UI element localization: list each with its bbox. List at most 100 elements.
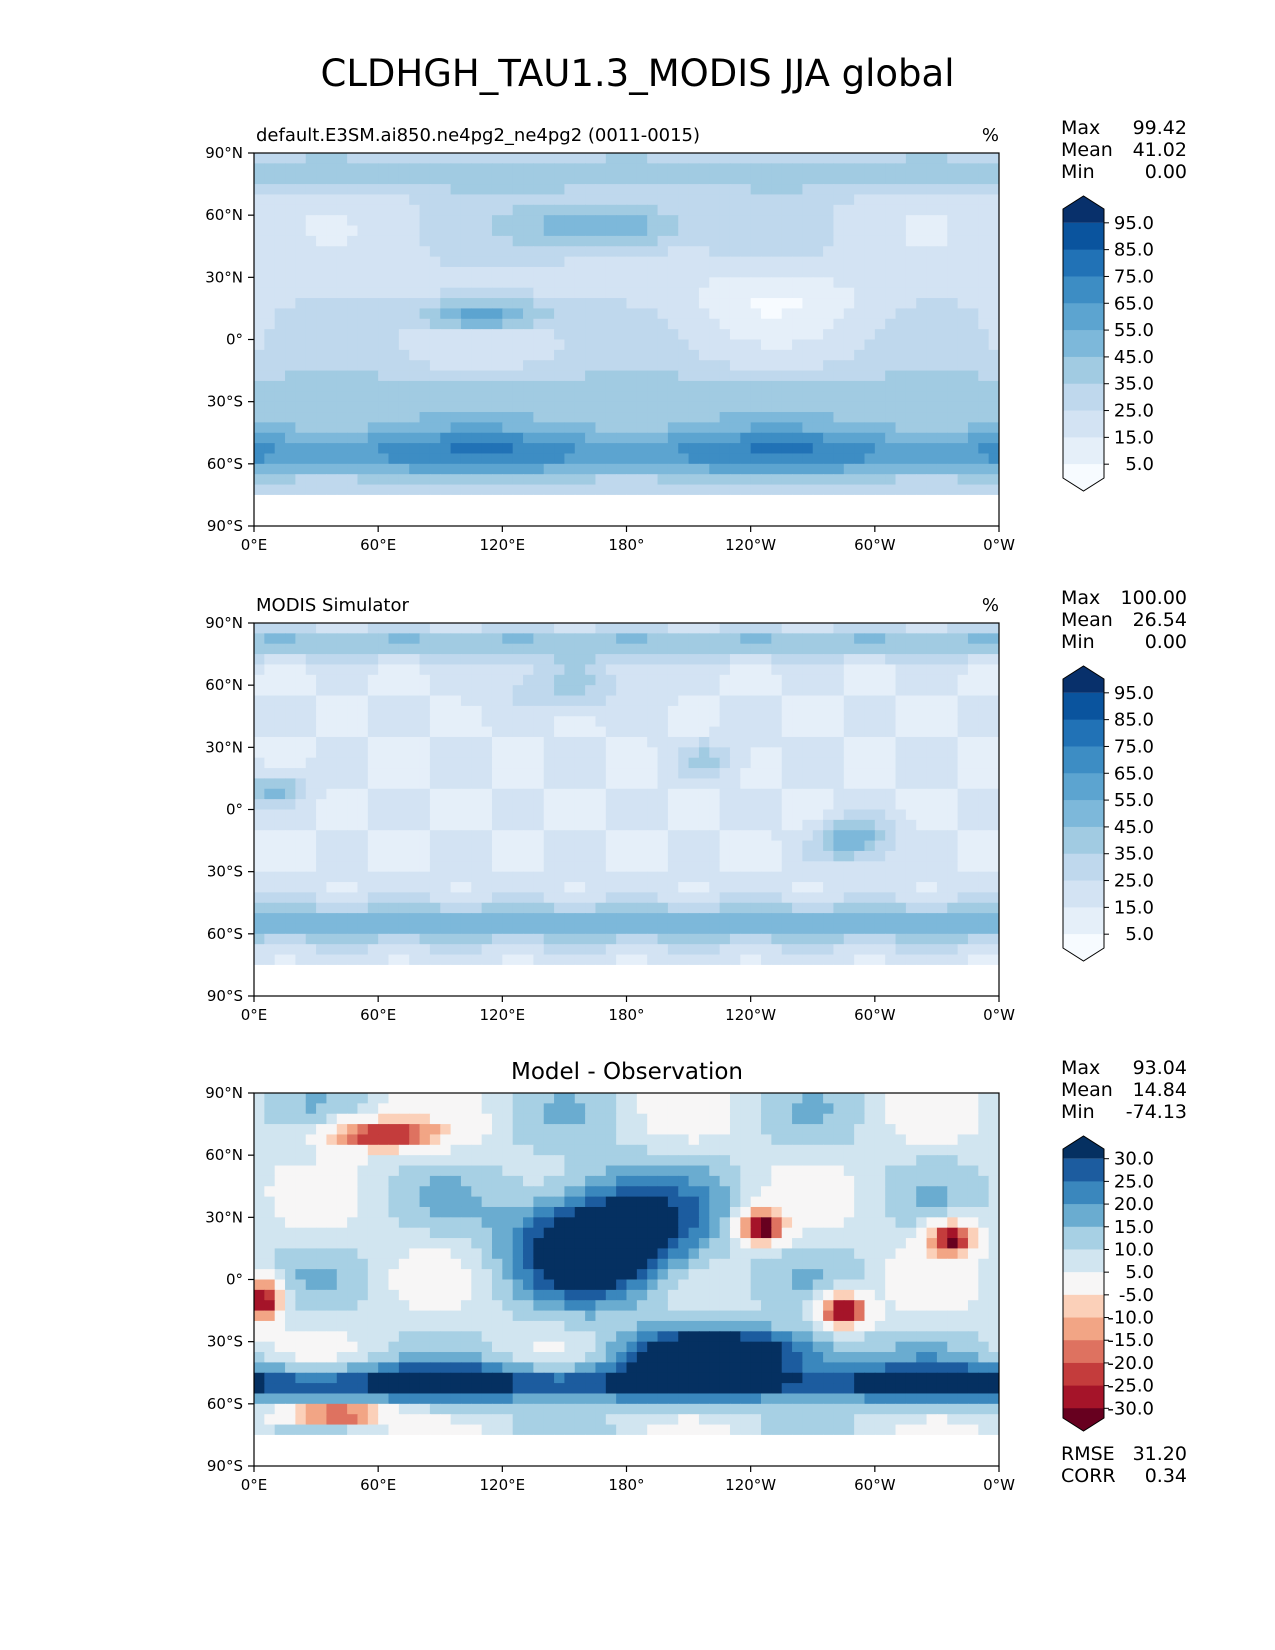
field-cell — [936, 705, 948, 717]
field-cell — [802, 215, 814, 227]
field-cell — [771, 380, 783, 392]
field-cell — [254, 933, 265, 945]
field-cell — [378, 913, 390, 925]
field-cell — [295, 705, 307, 717]
field-cell — [792, 256, 804, 268]
field-cell — [874, 432, 886, 444]
field-cell — [905, 453, 917, 465]
field-cell — [926, 923, 938, 935]
field-cell — [781, 892, 793, 904]
field-cell — [988, 370, 999, 382]
field-cell — [295, 215, 307, 227]
field-cell — [471, 256, 483, 268]
field-cell — [367, 674, 379, 686]
field-cell — [285, 287, 296, 299]
field-cell — [574, 643, 586, 655]
field-cell — [874, 768, 886, 780]
field-cell — [398, 840, 410, 852]
field-cell — [905, 664, 917, 676]
field-cell — [885, 380, 897, 392]
field-cell — [957, 225, 969, 237]
field-cell — [626, 215, 638, 227]
field-cell — [750, 308, 762, 320]
field-cell — [347, 235, 359, 247]
field-cell — [616, 892, 628, 904]
field-cell — [626, 819, 638, 831]
field-cell — [316, 850, 328, 862]
field-cell — [460, 768, 472, 780]
field-cell — [988, 246, 999, 258]
field-cell — [450, 184, 462, 196]
field-cell — [409, 329, 421, 341]
field-cell — [254, 515, 265, 526]
field-cell — [626, 453, 638, 465]
field-cell — [264, 840, 276, 852]
field-cell — [750, 892, 762, 904]
field-cell — [254, 412, 265, 423]
field-cell — [574, 830, 586, 842]
field-cell — [264, 443, 276, 455]
field-cell — [916, 194, 928, 206]
field-cell — [367, 235, 379, 247]
field-cell — [491, 819, 503, 831]
field-cell — [305, 163, 317, 175]
field-cell — [854, 349, 866, 361]
field-cell — [285, 726, 296, 738]
field-cell — [533, 799, 545, 811]
field-cell — [554, 902, 566, 914]
field-cell — [409, 871, 421, 883]
field-cell — [616, 370, 628, 382]
field-cell — [978, 432, 990, 444]
field-cell — [491, 453, 503, 465]
field-cell — [833, 235, 845, 247]
field-cell — [316, 287, 328, 299]
field-cell — [543, 453, 555, 465]
field-cell — [916, 819, 928, 831]
field-cell — [771, 505, 783, 517]
field-cell — [647, 809, 659, 821]
field-cell — [460, 871, 472, 883]
field-cell — [264, 768, 276, 780]
field-cell — [988, 235, 999, 247]
field-cell — [367, 153, 379, 164]
field-cell — [305, 298, 317, 310]
field-cell — [264, 685, 276, 697]
field-cell — [957, 674, 969, 686]
field-cell — [326, 726, 338, 738]
field-cell — [554, 194, 566, 206]
field-cell — [316, 401, 328, 413]
field-cell — [378, 840, 390, 852]
field-cell — [978, 933, 990, 945]
field-cell — [429, 163, 441, 175]
field-cell — [264, 339, 276, 351]
field-cell — [388, 318, 400, 330]
field-cell — [254, 391, 265, 403]
field-cell — [574, 349, 586, 361]
field-cell — [833, 173, 845, 185]
field-cell — [843, 380, 855, 392]
field-cell — [688, 298, 700, 310]
field-cell — [409, 747, 421, 759]
field-cell — [264, 954, 276, 966]
field-cell — [429, 215, 441, 227]
field-cell — [326, 308, 338, 320]
field-cell — [419, 184, 431, 196]
field-cell — [616, 277, 628, 289]
field-cell — [926, 173, 938, 185]
field-cell — [957, 515, 969, 526]
field-cell — [719, 412, 731, 423]
field-cell — [605, 266, 617, 278]
field-cell — [440, 494, 452, 506]
field-cell — [729, 913, 741, 925]
field-cell — [771, 298, 783, 310]
field-cell — [440, 298, 452, 310]
field-cell — [626, 463, 638, 475]
field-cell — [709, 391, 721, 403]
field-cell — [502, 705, 514, 717]
field-cell — [967, 840, 979, 852]
field-cell — [750, 318, 762, 330]
field-cell — [523, 412, 534, 423]
field-cell — [905, 788, 917, 800]
field-cell — [523, 370, 534, 382]
field-cell — [936, 235, 948, 247]
